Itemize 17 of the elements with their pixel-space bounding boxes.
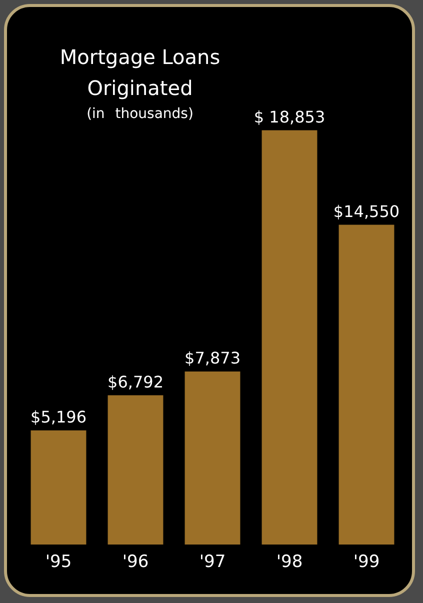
bar: [184, 372, 240, 545]
data-label: $7,873: [184, 348, 240, 368]
chart-subtitle: (in thousands): [86, 106, 194, 122]
bar: [262, 130, 318, 545]
x-tick-label: '98: [276, 552, 303, 572]
data-label: $ 18,853: [254, 107, 326, 126]
bar: [30, 430, 86, 545]
x-tick-label: '95: [45, 552, 72, 572]
x-tick-label: '97: [199, 552, 226, 572]
bar: [108, 395, 164, 545]
data-label: $5,196: [30, 408, 86, 427]
bar: [338, 224, 394, 545]
data-label: $6,792: [108, 372, 164, 392]
x-tick-label: '96: [122, 552, 149, 572]
chart-title: Mortgage Loans Originated: [58, 44, 222, 102]
data-label: $14,550: [333, 202, 400, 221]
x-tick-label: '99: [353, 552, 380, 572]
